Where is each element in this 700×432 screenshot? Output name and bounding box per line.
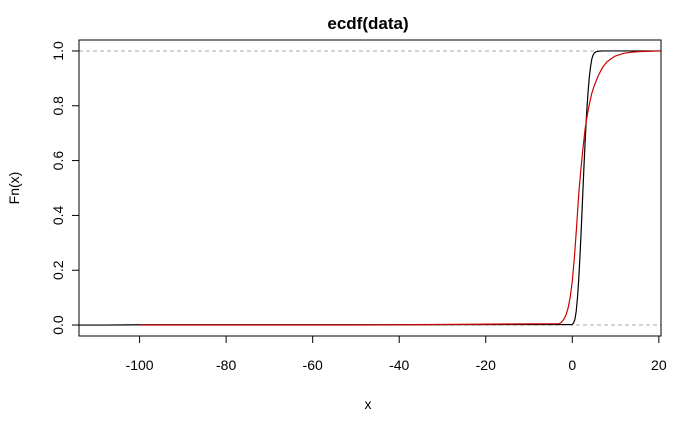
y-tick-label: 0.8 [50,96,66,116]
x-tick-label: 0 [568,357,576,373]
y-tick-label: 0.2 [50,260,66,280]
x-tick-label: -40 [389,357,409,373]
x-tick-label: 20 [651,357,667,373]
series-line-0 [79,50,661,326]
series-line-1 [139,50,662,326]
reference-lines [79,50,661,326]
y-tick-label: 1.0 [50,41,66,61]
y-tick-label: 0.6 [50,151,66,171]
x-axis: -100 -80 -60 -40 -20 0 20 [126,335,667,373]
y-axis-label: Fn(x) [6,172,22,205]
x-tick-label: -20 [476,357,496,373]
x-tick-label: -100 [126,357,154,373]
x-axis-label: x [365,396,372,412]
series-layer [79,50,662,326]
y-tick-label: 0.0 [50,315,66,335]
y-axis: 0.0 0.2 0.4 0.6 0.8 1.0 [50,41,80,335]
x-tick-label: -60 [303,357,323,373]
chart-title: ecdf(data) [327,14,408,33]
y-tick-label: 0.4 [50,205,66,225]
x-tick-label: -80 [216,357,236,373]
plot-frame [78,39,662,337]
